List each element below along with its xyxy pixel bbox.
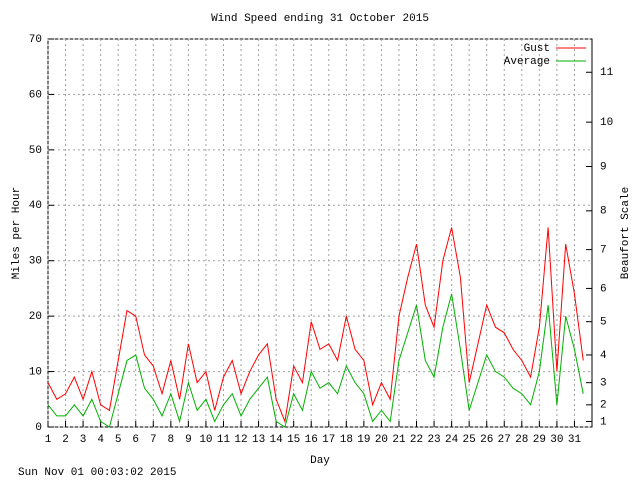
y2-axis-label: Beaufort Scale [620,187,632,279]
y2-tick-label: 8 [600,206,607,218]
y2-tick-label: 1 [600,416,607,428]
series-line [47,293,584,428]
y2-tick-label: 2 [600,400,607,412]
legend-label: Gust [524,43,550,55]
x-tick-label: 23 [427,434,440,446]
x-tick-label: 29 [533,434,546,446]
x-axis-label: Day [310,455,330,467]
x-tick-label: 15 [287,434,300,446]
x-tick-label: 18 [340,434,353,446]
footer: Sun Nov 01 00:03:02 2015 [18,467,176,479]
x-tick-label: 19 [357,434,370,446]
x-tick-label: 24 [445,434,459,446]
x-tick-label: 8 [168,434,175,446]
y-tick-label: 70 [29,34,42,46]
x-tick-label: 5 [115,434,122,446]
x-tick-label: 22 [410,434,423,446]
x-tick-label: 10 [199,434,212,446]
x-tick-label: 6 [132,434,139,446]
x-tick-label: 16 [305,434,318,446]
x-tick-label: 2 [62,434,69,446]
y2-tick-label: 3 [600,378,607,390]
x-tick-label: 27 [498,434,511,446]
y-tick-label: 10 [29,366,42,378]
x-tick-label: 4 [97,434,104,446]
x-tick-label: 17 [322,434,335,446]
x-tick-label: 9 [185,434,192,446]
x-tick-label: 14 [270,434,284,446]
y-tick-label: 50 [29,145,42,157]
y-tick-label: 40 [29,200,42,212]
y2-tick-label: 5 [600,317,607,329]
x-tick-label: 26 [480,434,493,446]
y-tick-label: 20 [29,311,42,323]
y2-tick-label: 11 [600,67,614,79]
x-tick-label: 28 [515,434,528,446]
x-tick-label: 20 [375,434,388,446]
x-tick-label: 11 [217,434,231,446]
y-tick-label: 30 [29,256,42,268]
chart-title: Wind Speed ending 31 October 2015 [211,13,429,25]
x-tick-label: 1 [45,434,52,446]
y2-tick-label: 7 [600,245,607,257]
legend-label: Average [504,56,550,68]
plot-frame [47,38,593,428]
x-tick-label: 21 [392,434,406,446]
x-tick-label: 13 [252,434,265,446]
y2-tick-label: 4 [600,350,607,362]
y2-tick-label: 6 [600,283,607,295]
series-line [47,227,584,424]
x-tick-label: 31 [568,434,582,446]
x-tick-label: 3 [80,434,87,446]
y2-tick-label: 10 [600,117,613,129]
y2-tick-label: 9 [600,161,607,173]
x-tick-label: 12 [234,434,247,446]
y-tick-label: 60 [29,89,42,101]
y-tick-label: 0 [35,422,42,434]
x-tick-label: 30 [550,434,563,446]
y-axis-label: Miles per Hour [11,187,23,279]
x-tick-label: 7 [150,434,157,446]
x-tick-label: 25 [463,434,476,446]
